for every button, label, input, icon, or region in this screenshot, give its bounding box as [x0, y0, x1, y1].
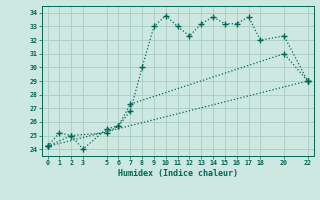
X-axis label: Humidex (Indice chaleur): Humidex (Indice chaleur): [118, 169, 237, 178]
